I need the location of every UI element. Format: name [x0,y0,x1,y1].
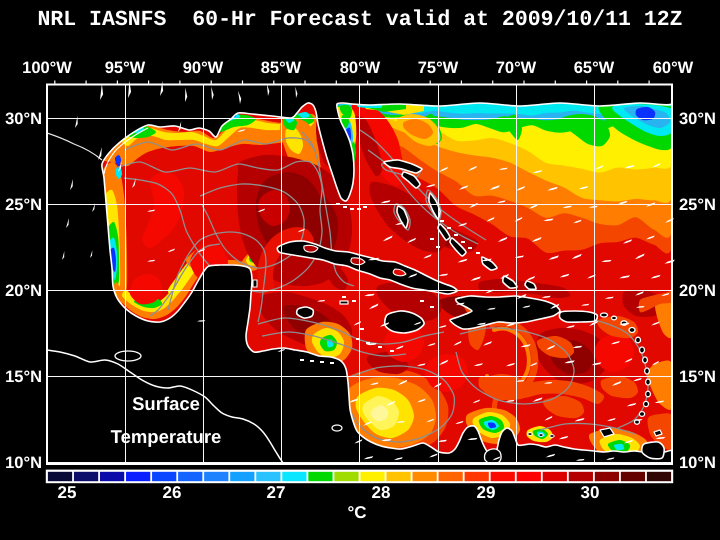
svg-text:NRL IASNFS 60-Hr Forecast val: NRL IASNFS 60-Hr Forecast valid at 2009/… [37,8,682,32]
svg-text:80°W: 80°W [340,59,381,77]
svg-text:Surface: Surface [132,393,200,414]
svg-text:60°W: 60°W [653,59,694,77]
svg-text:10°N: 10°N [5,454,42,472]
svg-text:27: 27 [267,483,286,502]
svg-text:Temperature: Temperature [111,426,222,447]
svg-text:30: 30 [581,483,600,502]
svg-text:70°W: 70°W [496,59,537,77]
svg-text:100°W: 100°W [22,59,72,77]
svg-text:15°N: 15°N [679,368,716,386]
svg-text:20°N: 20°N [5,282,42,300]
svg-text:95°W: 95°W [105,59,146,77]
svg-text:15°N: 15°N [5,368,42,386]
svg-text:75°W: 75°W [418,59,459,77]
svg-text:20°N: 20°N [679,282,716,300]
svg-text:90°W: 90°W [183,59,224,77]
svg-text:10°N: 10°N [679,454,716,472]
svg-text:28: 28 [372,483,391,502]
svg-text:30°N: 30°N [5,110,42,128]
svg-text:29: 29 [477,483,496,502]
svg-text:°C: °C [347,503,366,522]
svg-text:25: 25 [58,483,77,502]
svg-text:25°N: 25°N [5,196,42,214]
svg-text:30°N: 30°N [679,110,716,128]
svg-text:26: 26 [163,483,182,502]
svg-text:85°W: 85°W [261,59,302,77]
svg-text:25°N: 25°N [679,196,716,214]
svg-text:65°W: 65°W [574,59,615,77]
